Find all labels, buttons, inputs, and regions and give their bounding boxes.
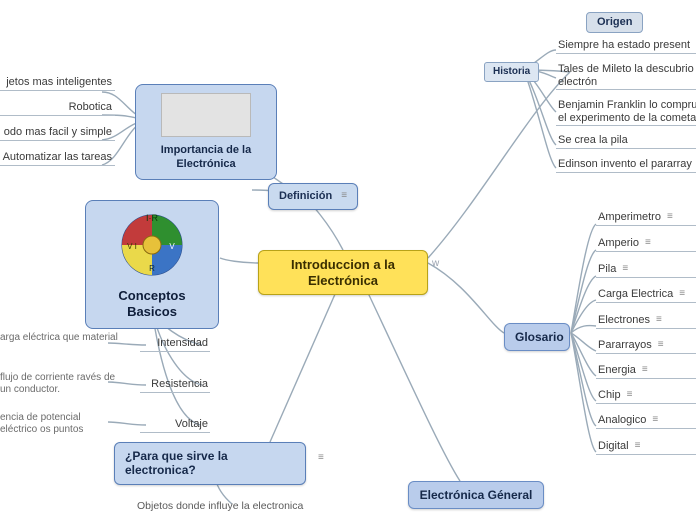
- svg-text:I·R: I·R: [146, 213, 158, 223]
- notes-icon: ≡: [652, 414, 658, 426]
- historia-leaf-4: Edinson invento el pararray: [558, 158, 696, 171]
- node-definicion[interactable]: Definición ≡: [268, 183, 358, 210]
- glosario-leaf-6: Energia≡: [598, 364, 648, 377]
- center-topic[interactable]: Introduccion a la Electrónica: [258, 250, 428, 295]
- importancia-leaf-2: odo mas facil y simple: [0, 126, 112, 139]
- glosario-leaf-2: Pila≡: [598, 263, 628, 276]
- historia-leaf-3: Se crea la pila: [558, 134, 696, 147]
- concepto-term-0: Intensidad: [140, 337, 208, 350]
- node-para-que[interactable]: ¿Para que sirve la electronica?: [114, 442, 306, 485]
- concepto-desc-0: arga eléctrica que material: [0, 332, 120, 344]
- panel-importancia-title: Importancia de la Electrónica: [144, 144, 268, 170]
- importancia-leaf-0: jetos mas inteligentes: [0, 76, 112, 89]
- notes-icon: ≡: [645, 237, 651, 249]
- notes-icon: ≡: [627, 389, 633, 401]
- importancia-leaf-1: Robotica: [0, 101, 112, 114]
- conceptos-image: I·R V R V I: [110, 209, 194, 281]
- panel-conceptos[interactable]: I·R V R V I Conceptos Basicos: [85, 200, 219, 329]
- glosario-leaf-5: Pararrayos≡: [598, 339, 664, 352]
- historia-leaf-0: Siempre ha estado present: [558, 39, 696, 52]
- concepto-desc-1: flujo de corriente ravés de un conductor…: [0, 372, 120, 396]
- link-marker: w: [432, 258, 439, 269]
- para-que-sub: Objetos donde influye la electronica: [137, 500, 303, 513]
- notes-icon: ≡: [318, 452, 324, 463]
- svg-text:V: V: [169, 242, 175, 251]
- panel-conceptos-title: Conceptos Basicos: [94, 288, 210, 319]
- notes-icon: ≡: [622, 263, 628, 275]
- svg-text:V I: V I: [127, 242, 137, 251]
- notes-icon: ≡: [642, 364, 648, 376]
- glosario-leaf-7: Chip≡: [598, 389, 632, 402]
- node-para-que-label: ¿Para que sirve la electronica?: [125, 449, 228, 477]
- glosario-leaf-4: Electrones≡: [598, 314, 662, 327]
- node-glosario-label: Glosario: [515, 330, 564, 344]
- node-origen[interactable]: Origen: [586, 12, 643, 33]
- notes-icon: ≡: [679, 288, 685, 300]
- importancia-image: [161, 93, 251, 137]
- notes-icon: ≡: [635, 440, 641, 452]
- concepto-term-1: Resistencia: [140, 378, 208, 391]
- glosario-leaf-1: Amperio≡: [598, 237, 651, 250]
- node-historia[interactable]: Historia: [484, 62, 539, 82]
- importancia-leaf-3: Automatizar las tareas: [0, 151, 112, 164]
- svg-text:R: R: [149, 264, 155, 273]
- node-origen-label: Origen: [597, 16, 632, 28]
- glosario-leaf-9: Digital≡: [598, 440, 640, 453]
- glosario-leaf-8: Analogico≡: [598, 414, 658, 427]
- glosario-leaf-0: Amperimetro≡: [598, 211, 673, 224]
- panel-importancia[interactable]: Importancia de la Electrónica: [135, 84, 277, 180]
- glosario-leaf-3: Carga Electrica≡: [598, 288, 685, 301]
- notes-icon: ≡: [656, 314, 662, 326]
- node-egeneral[interactable]: Electrónica Géneral: [408, 481, 544, 509]
- node-definicion-label: Definición: [279, 190, 332, 202]
- notes-icon: ≡: [667, 211, 673, 223]
- concepto-desc-2: encia de potencial eléctrico os puntos: [0, 412, 120, 436]
- node-historia-label: Historia: [493, 66, 530, 77]
- historia-leaf-2: Benjamin Franklin lo comprueb el experim…: [558, 99, 696, 124]
- notes-icon: ≡: [341, 190, 347, 202]
- historia-leaf-1: Tales de Mileto la descubrio gra electró…: [558, 63, 696, 88]
- notes-icon: ≡: [658, 339, 664, 351]
- node-glosario[interactable]: Glosario: [504, 323, 570, 351]
- concepto-term-2: Voltaje: [140, 418, 208, 431]
- center-topic-label: Introduccion a la Electrónica: [291, 257, 395, 288]
- mindmap-canvas: Introduccion a la Electrónica w Definici…: [0, 0, 696, 520]
- para-que-sub-label: Objetos donde influye la electronica: [137, 500, 303, 512]
- node-egeneral-label: Electrónica Géneral: [420, 488, 533, 502]
